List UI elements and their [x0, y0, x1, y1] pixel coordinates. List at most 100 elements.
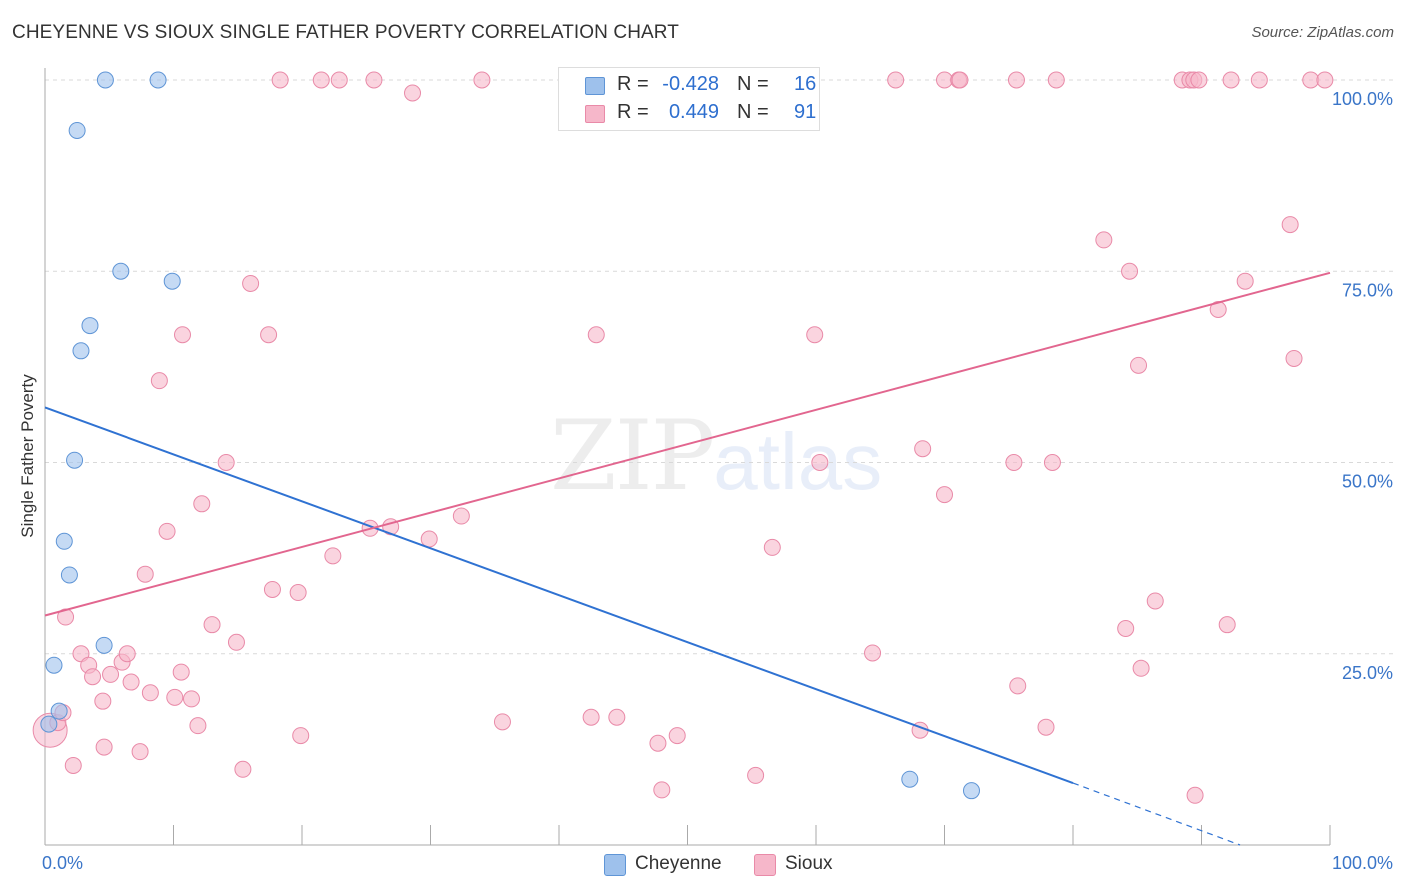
sioux-point [404, 84, 422, 102]
sioux-point [452, 507, 470, 525]
stats-box: R = -0.428 N = 16 R = 0.449 N = 91 [558, 67, 820, 131]
cheyenne-point [45, 656, 63, 674]
sioux-point [173, 326, 191, 344]
sioux-point [324, 547, 342, 565]
cheyenne-legend-swatch [604, 854, 626, 876]
sioux-point [582, 708, 600, 726]
cheyenne-point [60, 566, 78, 584]
sioux-point [668, 727, 686, 745]
sioux-point [1190, 71, 1208, 89]
sioux-point [420, 530, 438, 548]
source-label[interactable]: Source: ZipAtlas.com [1251, 24, 1394, 41]
sioux-point [94, 692, 112, 710]
sioux-point [811, 454, 829, 471]
stats-row-cheyenne: R = -0.428 N = 16 [559, 72, 819, 100]
chart-title: CHEYENNE VS SIOUX SINGLE FATHER POVERTY … [12, 22, 679, 43]
sioux-point [864, 644, 882, 662]
r-label: R = [617, 101, 649, 123]
cheyenne-point [112, 262, 130, 280]
cheyenne-point [96, 71, 114, 89]
sioux-point [951, 71, 969, 89]
cheyenne-n-value: 16 [794, 73, 817, 95]
legend-label-cheyenne: Cheyenne [635, 853, 722, 874]
sioux-point [203, 616, 221, 634]
sioux-point [365, 71, 383, 89]
cheyenne-trend-extension [1072, 782, 1241, 846]
x-tick-label: 100.0% [1332, 853, 1393, 873]
sioux-point [914, 440, 932, 458]
sioux-point [1186, 786, 1204, 804]
sioux-point [493, 713, 511, 731]
sioux-point [166, 688, 184, 706]
y-tick-label: 50.0% [1342, 472, 1393, 492]
sioux-point [653, 781, 671, 799]
cheyenne-point [149, 71, 167, 89]
sioux-point [122, 673, 140, 691]
cheyenne-point [55, 532, 73, 550]
y-tick-label: 75.0% [1342, 280, 1393, 300]
sioux-point [1146, 592, 1164, 610]
sioux-point [1005, 454, 1023, 471]
sioux-point [292, 727, 310, 745]
sioux-point [189, 717, 207, 735]
sioux-point [271, 71, 289, 89]
sioux-point [1236, 272, 1254, 290]
sioux-point [84, 668, 102, 686]
cheyenne-point [68, 121, 86, 139]
cheyenne-point [81, 317, 99, 335]
sioux-r-value: 0.449 [668, 101, 719, 123]
cheyenne-point [50, 702, 68, 720]
watermark-atlas: atlas [713, 417, 883, 506]
cheyenne-swatch [585, 77, 605, 95]
sioux-point [95, 738, 113, 756]
sioux-point [141, 684, 159, 702]
sioux-point [1250, 71, 1268, 89]
sioux-point [158, 522, 176, 540]
sioux-point [1285, 349, 1303, 367]
sioux-point [1130, 356, 1148, 374]
sioux-point [747, 766, 765, 784]
sioux-point [936, 71, 953, 89]
sioux-point [227, 633, 245, 651]
y-tick-label: 25.0% [1342, 663, 1393, 683]
sioux-point [806, 326, 824, 344]
sioux-point [330, 71, 348, 89]
sioux-point [1302, 71, 1320, 89]
sioux-legend-swatch [754, 854, 776, 876]
n-label: N = [737, 73, 769, 95]
sioux-point [473, 71, 491, 89]
sioux-point [172, 663, 190, 681]
sioux-point [182, 690, 200, 708]
cheyenne-point [962, 782, 980, 800]
cheyenne-point [163, 272, 181, 290]
sioux-swatch [585, 105, 605, 123]
sioux-point [1095, 231, 1113, 249]
sioux-point [217, 454, 235, 471]
sioux-point [1281, 216, 1299, 234]
watermark-zip: ZIP [550, 400, 715, 512]
sioux-point [1316, 71, 1334, 89]
cheyenne-point [66, 451, 84, 469]
cheyenne-point [901, 770, 919, 788]
sioux-point [587, 326, 605, 344]
sioux-point [649, 734, 667, 752]
y-tick-label: 100.0% [1332, 89, 1393, 109]
sioux-point [1047, 71, 1065, 89]
sioux-point [150, 372, 168, 390]
watermark: ZIPatlas [550, 400, 882, 512]
sioux-point [312, 71, 330, 89]
sioux-n-value: 91 [794, 101, 817, 123]
cheyenne-point [72, 342, 90, 360]
sioux-point [1043, 454, 1061, 471]
sioux-point [260, 326, 278, 344]
sioux-point [1117, 620, 1135, 638]
x-tick-label: 0.0% [42, 853, 83, 873]
sioux-point [1209, 301, 1227, 318]
r-label: R = [617, 73, 649, 95]
cheyenne-trend-line [44, 406, 1074, 784]
legend-label-sioux: Sioux [785, 853, 833, 874]
sioux-point [887, 71, 905, 89]
sioux-point [1007, 71, 1025, 89]
cheyenne-point [95, 636, 113, 654]
